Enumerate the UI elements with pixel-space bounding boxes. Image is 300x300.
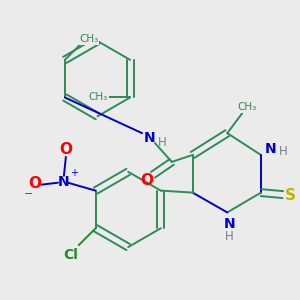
Text: O: O — [140, 173, 154, 188]
Text: Cl: Cl — [63, 248, 78, 262]
Text: H: H — [158, 136, 166, 148]
Text: N: N — [265, 142, 277, 156]
Text: CH₃: CH₃ — [79, 34, 98, 44]
Text: H: H — [225, 230, 234, 243]
Text: CH₃: CH₃ — [89, 92, 108, 103]
Text: O: O — [59, 142, 72, 157]
Text: N: N — [58, 175, 70, 189]
Text: +: + — [70, 168, 78, 178]
Text: O: O — [29, 176, 42, 191]
Text: S: S — [285, 188, 296, 203]
Text: H: H — [278, 146, 287, 158]
Text: N: N — [224, 217, 235, 231]
Text: CH₃: CH₃ — [238, 102, 257, 112]
Text: −: − — [23, 189, 33, 199]
Text: N: N — [144, 131, 156, 145]
